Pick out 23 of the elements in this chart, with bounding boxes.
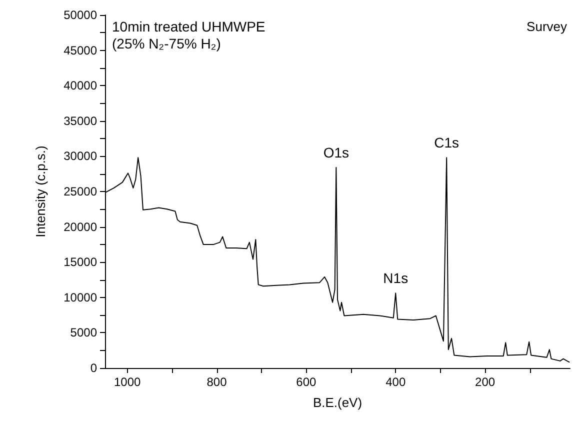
annotation: C1s	[434, 134, 460, 151]
y-tick-label: 40000	[64, 78, 98, 93]
y-tick-label: 10000	[64, 290, 98, 304]
x-tick-label: 1000	[114, 375, 142, 389]
y-tick-label: 0	[90, 361, 98, 375]
text: 10min treated UHMWPE (25% N₂-75% H₂)	[112, 18, 266, 52]
y-tick-label: 5000	[70, 326, 98, 340]
y-tick-label: 50000	[64, 8, 98, 22]
y-tick-label: 15000	[64, 255, 98, 270]
x-axis-title: B.E.(eV)	[312, 395, 362, 410]
annotation: O1s	[323, 144, 349, 160]
x-tick-label: 800	[206, 375, 228, 389]
annotation: N1s	[383, 270, 408, 286]
x-tick-label: 600	[296, 375, 317, 389]
y-tick-label: 25000	[64, 184, 98, 198]
y-tick-label: 35000	[64, 114, 98, 128]
y-tick-label: 45000	[64, 43, 98, 58]
y-axis-title: Intensity (c.p.s.)	[33, 146, 48, 238]
y-tick-label: 30000	[64, 149, 98, 164]
x-tick-label: 400	[386, 375, 406, 389]
x-tick-label: 200	[475, 375, 496, 389]
annotation: Survey	[526, 19, 568, 34]
y-tick-label: 20000	[64, 220, 98, 234]
